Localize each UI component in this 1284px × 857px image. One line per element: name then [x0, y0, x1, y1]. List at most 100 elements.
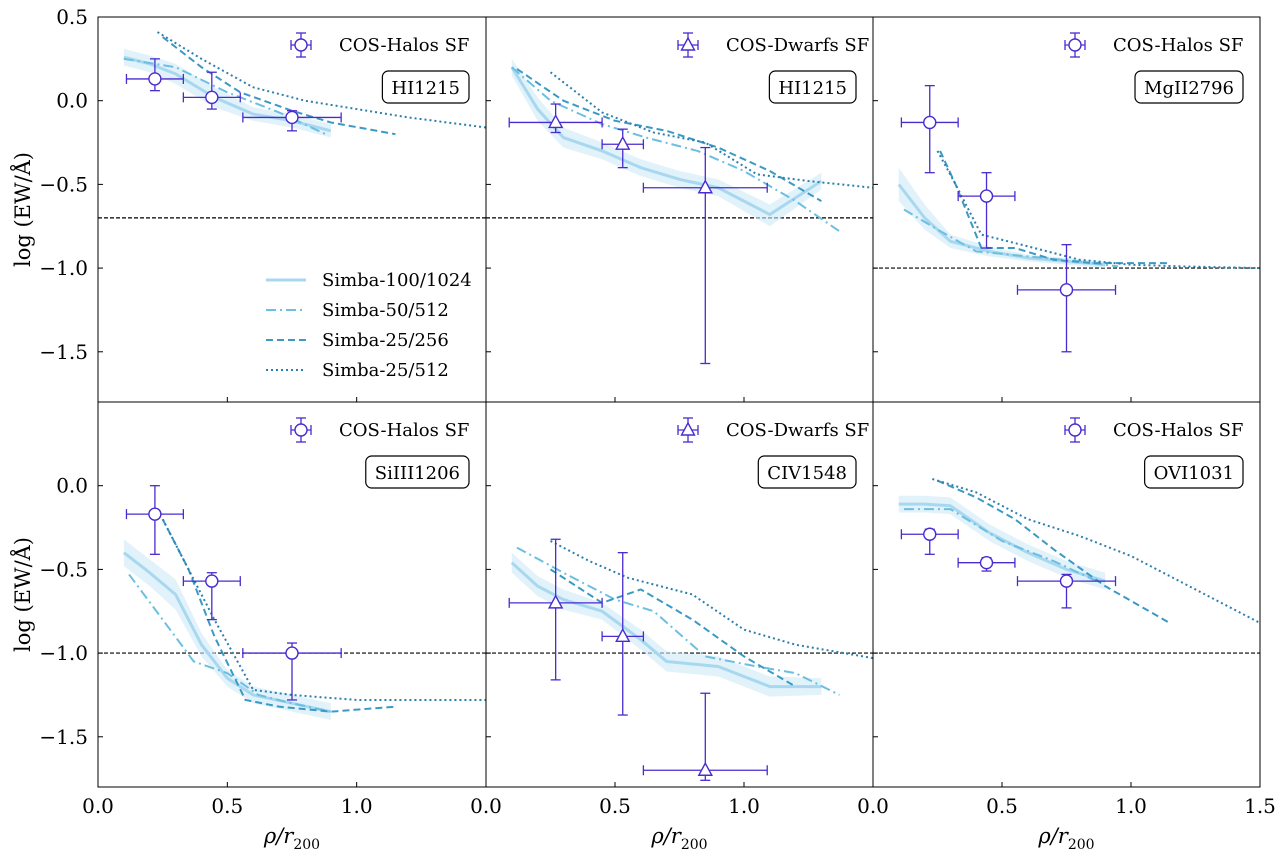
- ion-label: OVI1031: [1154, 463, 1234, 484]
- ion-label: CIV1548: [767, 463, 847, 484]
- obs-marker-circle: [148, 72, 162, 86]
- ion-label: HI1215: [391, 78, 460, 99]
- obs-point: [900, 527, 959, 555]
- obs-marker-circle: [285, 646, 299, 660]
- obs-legend: COS-Halos SF: [290, 32, 469, 58]
- obs-marker-circle: [148, 507, 162, 521]
- obs-point: [508, 103, 603, 134]
- x-axis-label-main: ρ/r: [650, 824, 682, 848]
- ion-label-box: [1144, 455, 1244, 489]
- obs-point: [125, 58, 185, 92]
- obs-point: [642, 146, 768, 365]
- legend-label: Simba-50/512: [322, 300, 449, 321]
- obs-legend-marker: [1068, 423, 1082, 437]
- obs-marker-triangle: [615, 135, 631, 150]
- obs-point: [242, 642, 342, 701]
- xtick-label: 1.0: [1115, 794, 1147, 818]
- obs-legend-marker: [294, 423, 308, 437]
- obs-point: [182, 572, 241, 621]
- obs-legend-marker: [680, 36, 696, 51]
- obs-marker-circle: [979, 189, 994, 203]
- obs-legend-label: COS-Halos SF: [339, 35, 469, 56]
- ion-label-box: [365, 455, 470, 489]
- xtick-label: 0.5: [599, 794, 631, 818]
- series-line-simba-25-512: [550, 540, 873, 660]
- obs-marker-triangle: [697, 179, 713, 194]
- ytick-label: 0.5: [56, 5, 88, 29]
- plot-area: [486, 538, 873, 781]
- obs-marker-circle: [205, 574, 219, 588]
- plot-area: [873, 478, 1260, 654]
- obs-marker-circle: [285, 110, 299, 125]
- obs-legend-label: COS-Halos SF: [339, 420, 469, 441]
- ion-label-box: [1134, 70, 1244, 104]
- series-line-simba-100-1024: [510, 561, 822, 689]
- obs-legend-marker: [680, 421, 696, 436]
- obs-legend-label: COS-Halos SF: [1113, 420, 1243, 441]
- x-axis-label-sub: 200: [1068, 837, 1095, 853]
- ion-label: MgII2796: [1144, 78, 1234, 99]
- xtick-label: 1.0: [341, 794, 373, 818]
- xtick-label: 1.5: [1244, 794, 1276, 818]
- series-line-simba-25-256: [549, 568, 797, 688]
- panel-frame: [872, 401, 1261, 788]
- panel-2: COS-Dwarfs SF HI1215: [485, 16, 874, 403]
- obs-point: [1016, 573, 1117, 609]
- obs-marker-circle: [1059, 283, 1074, 297]
- series-line-simba-25-512: [549, 71, 873, 189]
- panel-3: COS-Halos SF MgII2796: [872, 16, 1261, 403]
- simba-100-band: [898, 167, 1106, 269]
- xtick-label: 0.5: [986, 794, 1018, 818]
- obs-marker-triangle: [547, 594, 564, 609]
- xtick-label: 0.5: [211, 794, 243, 818]
- simba-100-band: [123, 539, 331, 721]
- series-line-simba-25-512: [932, 478, 1260, 624]
- plot-area: [873, 84, 1260, 353]
- legend-label: Simba-25/256: [322, 330, 449, 351]
- ytick-label: −1.0: [39, 256, 88, 280]
- ion-label: HI1215: [778, 78, 847, 99]
- series-line-simba-50-512: [903, 208, 1119, 268]
- ytick-label: −1.5: [39, 340, 88, 364]
- ion-label: SiIII1206: [375, 463, 460, 484]
- simba-legend: Simba-100/1024 Simba-50/512 Simba-25/256 Si…: [266, 270, 472, 381]
- series-line-simba-25-256: [939, 150, 1170, 265]
- obs-point: [182, 71, 241, 110]
- obs-marker-circle: [1059, 574, 1074, 588]
- obs-legend: COS-Dwarfs SF: [677, 417, 869, 443]
- ytick-label: −1.5: [39, 725, 88, 749]
- obs-marker-circle: [205, 90, 219, 105]
- obs-legend: COS-Halos SF: [1064, 32, 1243, 58]
- x-axis-label-sub: 200: [293, 837, 320, 853]
- obs-point: [642, 692, 768, 781]
- series-line-simba-25-512: [161, 518, 486, 701]
- xtick-label: 0.0: [470, 794, 502, 818]
- obs-marker-triangle: [547, 113, 564, 129]
- obs-legend: COS-Halos SF: [290, 417, 469, 443]
- x-axis-label: ρ/r200: [1037, 824, 1094, 853]
- obs-legend-marker: [1068, 38, 1082, 52]
- ytick-label: 0.0: [56, 474, 88, 498]
- xtick-label: 0.0: [857, 794, 889, 818]
- series-line-simba-25-256: [161, 518, 396, 713]
- obs-point: [125, 485, 185, 555]
- obs-marker-circle: [979, 555, 994, 570]
- obs-marker-triangle: [697, 761, 713, 776]
- ytick-label: 0.0: [56, 89, 88, 113]
- series-line-simba-100-1024: [122, 551, 332, 714]
- ion-label-box: [381, 70, 470, 104]
- obs-point: [900, 84, 959, 174]
- obs-marker-circle: [923, 527, 937, 541]
- obs-legend-label: COS-Dwarfs SF: [726, 420, 869, 441]
- panel-4: 0.0 −0.5 −1.0 −1.5 log (EW/Å) 0.0 0.5 1.0 ρ/r200…: [10, 401, 487, 853]
- series-line-simba-50-512: [516, 546, 840, 696]
- obs-point: [601, 552, 645, 716]
- series-line-simba-25-512: [936, 150, 1260, 270]
- obs-point: [242, 110, 342, 132]
- series-line-simba-100-1024: [898, 502, 1106, 583]
- series-line-simba-25-256: [516, 68, 822, 202]
- ytick-label: −0.5: [39, 172, 88, 196]
- obs-legend: COS-Dwarfs SF: [677, 32, 869, 58]
- x-axis-label-main: ρ/r: [263, 824, 295, 848]
